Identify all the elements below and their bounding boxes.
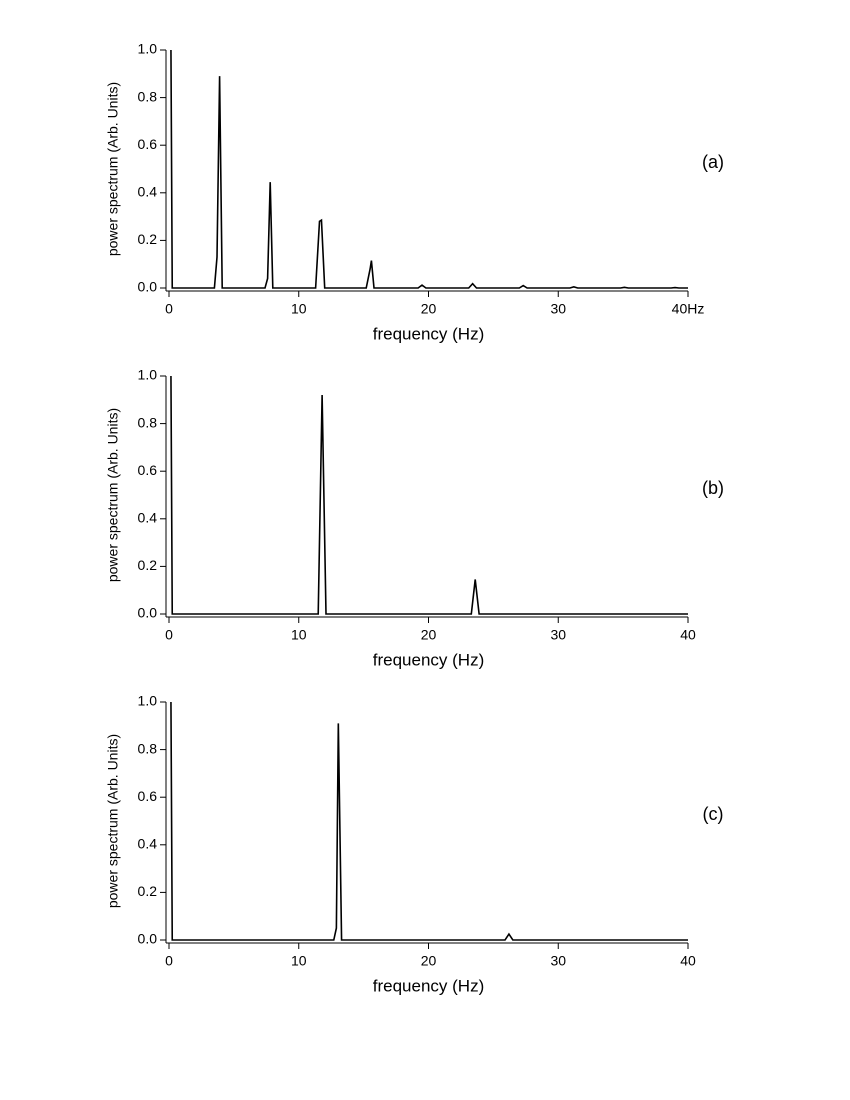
y-tick-label: 0.0 — [138, 931, 158, 947]
y-tick-label: 0.6 — [138, 462, 158, 478]
x-axis-label: frequency (Hz) — [373, 324, 484, 343]
y-tick-label: 0.4 — [138, 836, 158, 852]
x-tick-label: 10 — [291, 627, 307, 643]
y-tick-label: 1.0 — [138, 693, 158, 709]
x-tick-label: 0 — [165, 627, 173, 643]
x-tick-label: 10 — [291, 953, 307, 969]
y-tick-label: 0.4 — [138, 510, 158, 526]
x-tick-label: 20 — [421, 953, 437, 969]
x-tick-label: 40Hz — [672, 301, 705, 317]
x-tick-label: 40 — [680, 627, 696, 643]
y-axis-label: power spectrum (Arb. Units) — [105, 734, 121, 908]
y-tick-label: 1.0 — [138, 367, 158, 383]
y-tick-label: 0.2 — [138, 231, 158, 247]
y-tick-label: 1.0 — [138, 41, 158, 57]
y-axis-label: power spectrum (Arb. Units) — [105, 408, 121, 582]
panel-label: (b) — [702, 478, 724, 498]
x-axis-label: frequency (Hz) — [373, 650, 484, 669]
x-axis-label: frequency (Hz) — [373, 976, 484, 995]
x-tick-label: 20 — [421, 627, 437, 643]
y-tick-label: 0.6 — [138, 136, 158, 152]
y-tick-label: 0.0 — [138, 605, 158, 621]
y-tick-label: 0.8 — [138, 88, 158, 104]
y-tick-label: 0.4 — [138, 184, 158, 200]
y-tick-label: 0.2 — [138, 557, 158, 573]
panel-label: (c) — [703, 804, 724, 824]
spectrum-line — [170, 49, 688, 289]
spectrum-line — [170, 701, 688, 941]
x-tick-label: 30 — [550, 953, 566, 969]
x-tick-label: 0 — [165, 301, 173, 317]
y-tick-label: 0.8 — [138, 414, 158, 430]
x-tick-label: 20 — [421, 301, 437, 317]
spectrum-line — [170, 375, 688, 615]
x-tick-label: 40 — [680, 953, 696, 969]
x-tick-label: 30 — [550, 627, 566, 643]
x-tick-label: 0 — [165, 953, 173, 969]
y-tick-label: 0.8 — [138, 740, 158, 756]
panel-label: (a) — [702, 152, 724, 172]
y-tick-label: 0.6 — [138, 788, 158, 804]
x-tick-label: 30 — [550, 301, 566, 317]
x-tick-label: 10 — [291, 301, 307, 317]
y-tick-label: 0.0 — [138, 279, 158, 295]
y-axis-label: power spectrum (Arb. Units) — [105, 82, 121, 256]
y-tick-label: 0.2 — [138, 883, 158, 899]
